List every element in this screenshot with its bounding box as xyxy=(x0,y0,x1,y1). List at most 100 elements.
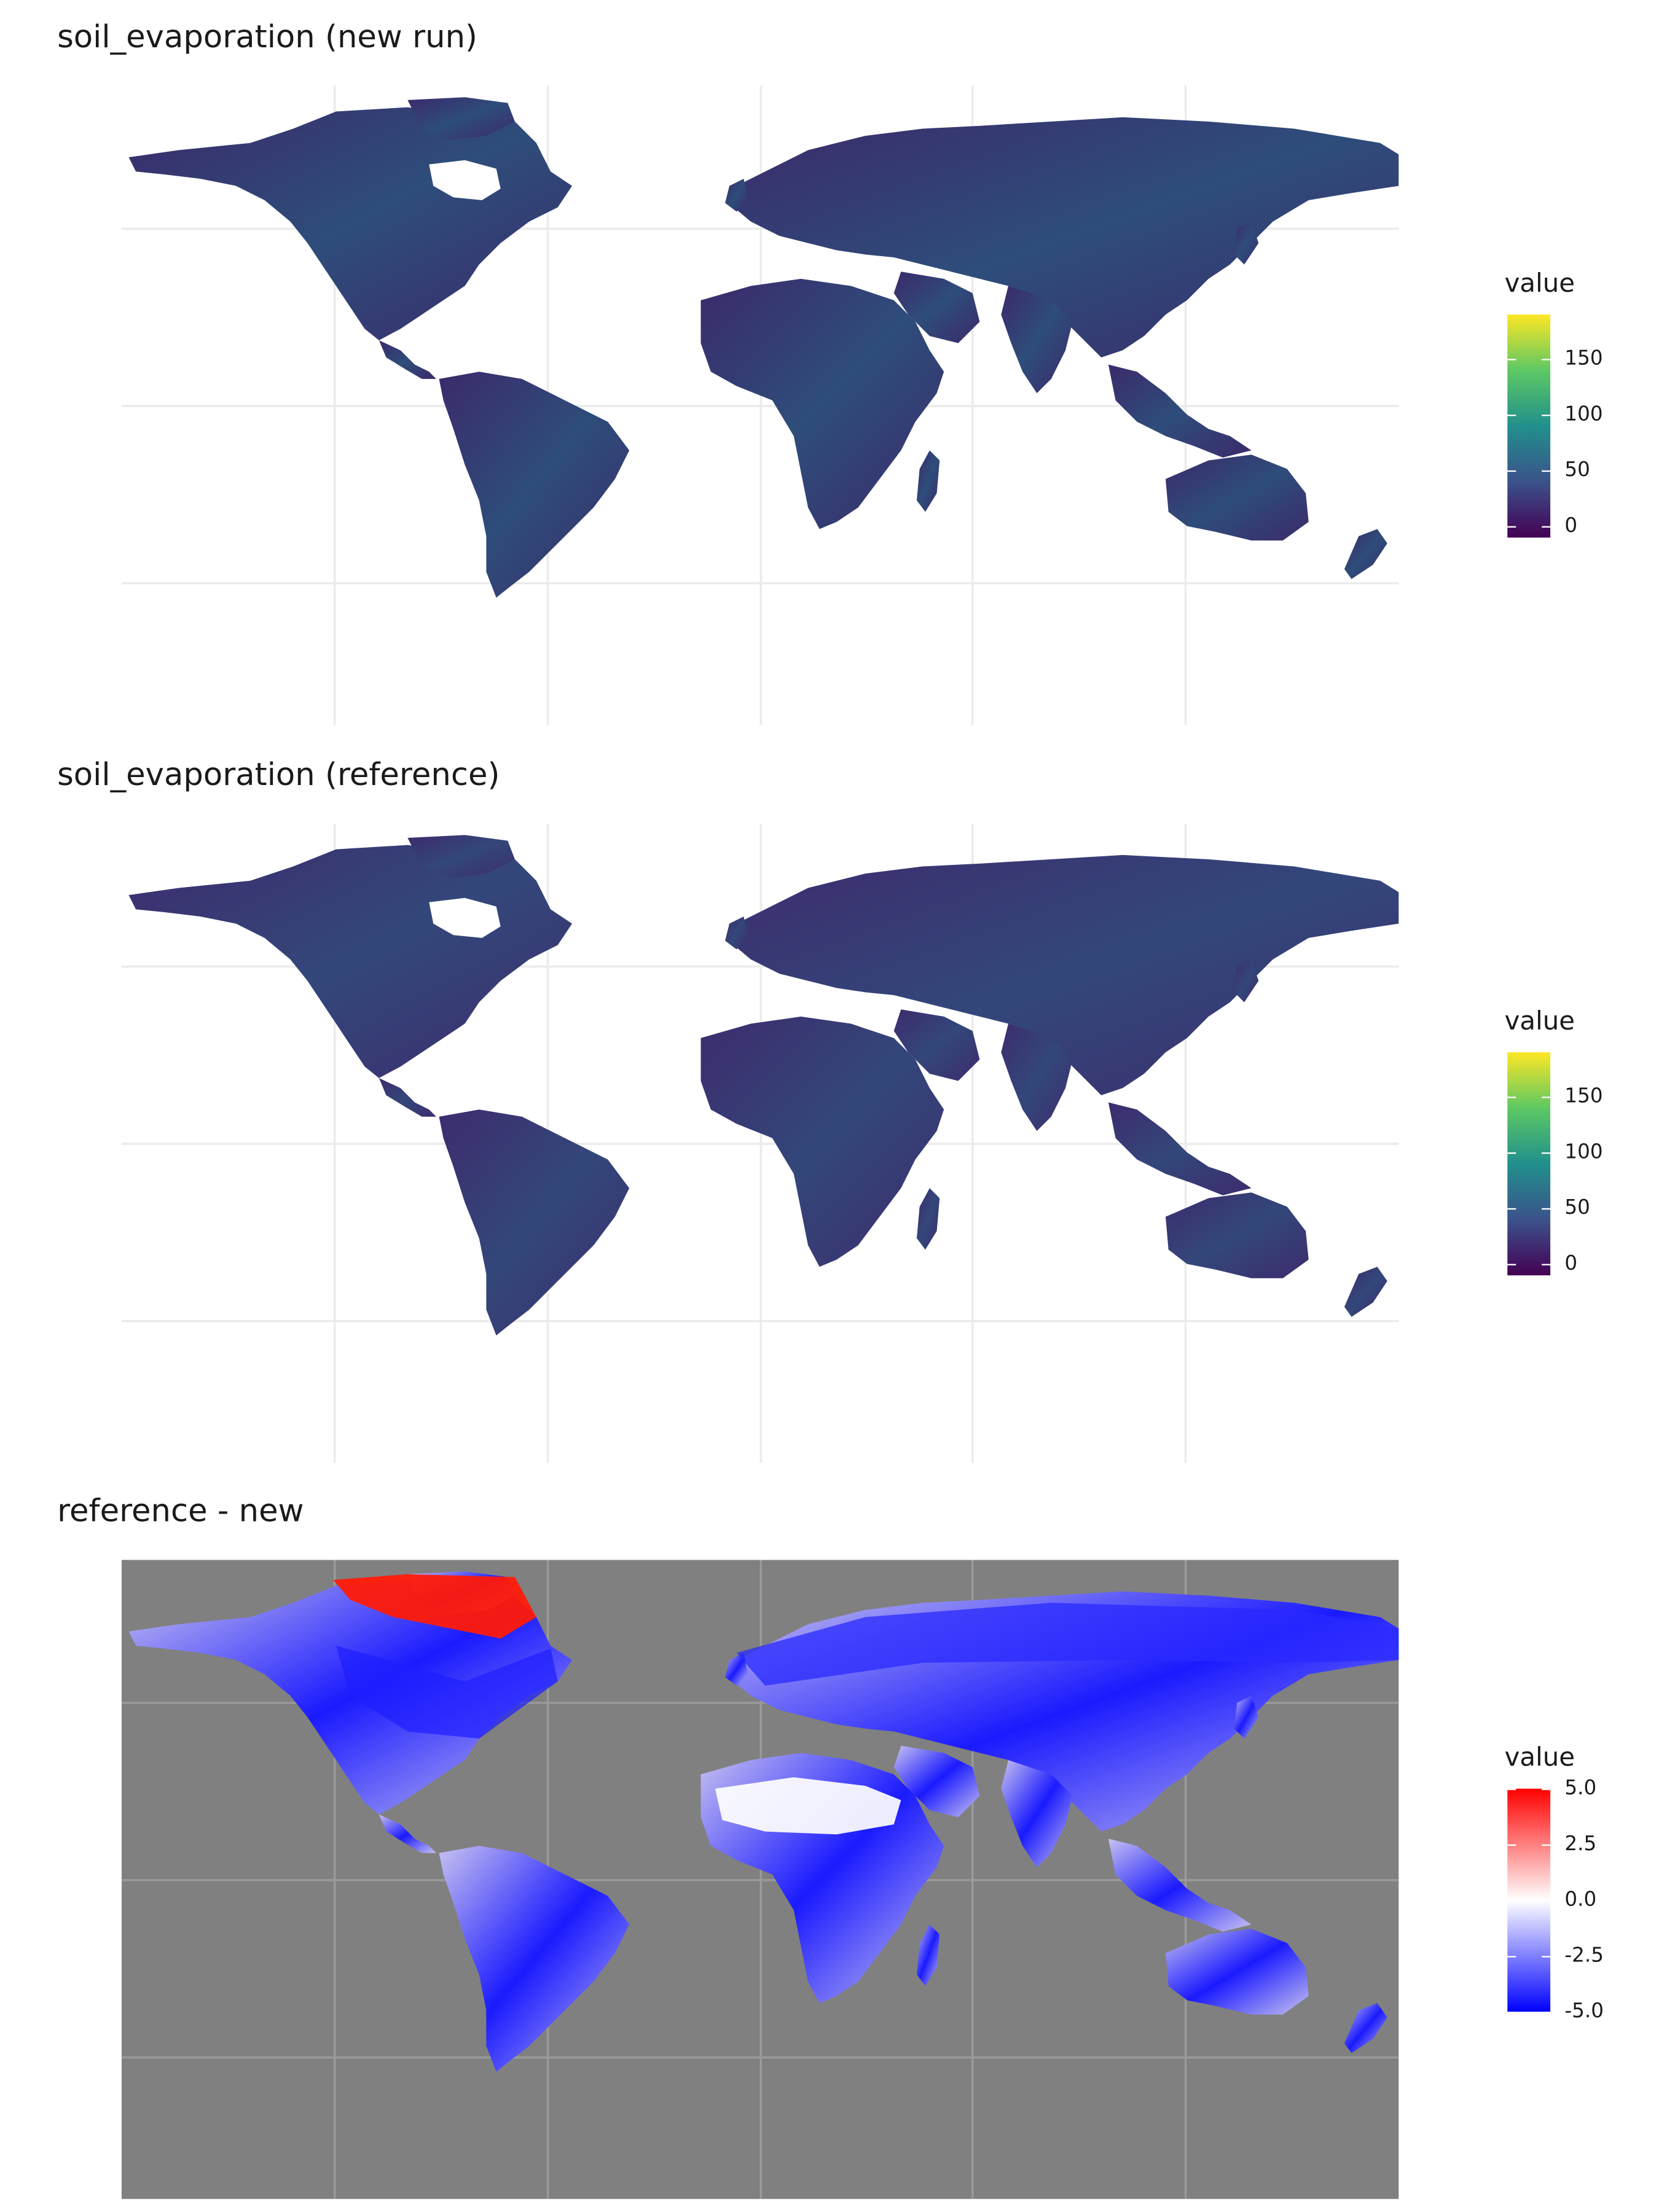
legend-tick-label: -2.5 xyxy=(1564,1944,1604,1968)
land-south-america xyxy=(439,1109,630,1335)
land-north-america xyxy=(128,845,573,1079)
legend-tick-mark xyxy=(1507,1152,1516,1154)
land-se-asia xyxy=(1108,1102,1252,1195)
legend-tick-mark xyxy=(1542,2011,1551,2014)
land-new-zealand xyxy=(1344,529,1387,579)
land-india xyxy=(1001,1760,1073,1867)
legend: value 5.0 2.5 0.0 -2.5 -5.0 xyxy=(1505,1743,1648,2029)
legend-tick-mark xyxy=(1507,1264,1516,1266)
legend-colorbar xyxy=(1507,1052,1551,1276)
legend-tick-label: 5.0 xyxy=(1564,1777,1597,1800)
land-europe-asia xyxy=(734,854,1399,1095)
legend-tick-label: 0 xyxy=(1564,1253,1578,1276)
land-japan xyxy=(1234,959,1259,1002)
land-north-america xyxy=(128,1581,573,1815)
legend-tick-label: 50 xyxy=(1564,1197,1590,1220)
panel-title: soil_evaporation (new run) xyxy=(57,20,478,56)
panel-difference: reference - new value 5.0 2.5 0.0 -2.5 -5.0 xyxy=(0,1474,1659,2212)
legend-tick-label: 0 xyxy=(1564,515,1578,538)
panel-title: soil_evaporation (reference) xyxy=(57,757,500,794)
legend-tick-label: -5.0 xyxy=(1564,2000,1604,2023)
legend-tick-label: 0.0 xyxy=(1564,1888,1597,1912)
land-new-zealand xyxy=(1344,1267,1387,1317)
legend-tick-mark xyxy=(1507,1208,1516,1210)
legend-title: value xyxy=(1504,1006,1575,1037)
land-japan xyxy=(1234,221,1259,265)
panel-title: reference - new xyxy=(57,1494,304,1530)
land-india xyxy=(1001,286,1073,394)
land-arabia xyxy=(893,1009,980,1081)
legend-tick-label: 150 xyxy=(1564,1085,1603,1109)
water-hudson-bay xyxy=(429,160,501,200)
map-plot xyxy=(121,1560,1399,2199)
land-madagascar xyxy=(916,1924,940,1987)
land-se-asia xyxy=(1108,364,1252,458)
land-central-america xyxy=(378,340,436,379)
legend-colorbar xyxy=(1507,315,1551,538)
legend-tick-mark xyxy=(1507,1788,1516,1791)
legend-tick-mark xyxy=(1542,1208,1551,1210)
legend-tick-mark xyxy=(1542,1956,1551,1958)
legend-tick-mark xyxy=(1542,415,1551,416)
land-uk xyxy=(725,1652,748,1686)
land-greenland xyxy=(407,835,515,878)
land-australia xyxy=(1165,1928,1309,2015)
legend-tick-label: 150 xyxy=(1564,348,1603,371)
legend-tick-mark xyxy=(1542,1152,1551,1154)
land-se-asia xyxy=(1108,1839,1252,1932)
map-plot xyxy=(121,85,1399,725)
legend-tick-mark xyxy=(1507,415,1516,416)
legend-tick-mark xyxy=(1507,1900,1516,1902)
difference-negative-region xyxy=(335,1646,558,1739)
land-australia xyxy=(1165,1192,1309,1278)
land-japan xyxy=(1234,1695,1259,1739)
legend-tick-label: 100 xyxy=(1564,403,1603,427)
legend-tick-mark xyxy=(1542,1788,1551,1791)
water-hudson-bay xyxy=(429,897,501,938)
legend-tick-label: 2.5 xyxy=(1564,1832,1597,1856)
legend-tick-label: 50 xyxy=(1564,459,1590,482)
land-south-america xyxy=(439,1845,630,2072)
legend-tick-mark xyxy=(1507,2011,1516,2014)
land-europe-asia xyxy=(734,117,1399,358)
legend-tick-mark xyxy=(1542,1844,1551,1846)
difference-negative-region xyxy=(736,1603,1399,1686)
legend-tick-mark xyxy=(1507,1844,1516,1846)
land-uk xyxy=(725,916,748,950)
land-arabia xyxy=(893,272,980,343)
difference-near-zero-region xyxy=(715,1777,901,1835)
legend-tick-mark xyxy=(1542,1264,1551,1266)
land-new-zealand xyxy=(1344,2003,1387,2054)
land-india xyxy=(1001,1023,1073,1131)
legend-title: value xyxy=(1504,1743,1575,1773)
panel-new-run: soil_evaporation (new run) value 150 100 5… xyxy=(0,0,1659,738)
legend: value 150 100 50 0 xyxy=(1505,1007,1648,1293)
legend-tick-mark xyxy=(1542,471,1551,472)
legend-tick-mark xyxy=(1507,471,1516,472)
land-central-america xyxy=(378,1814,436,1853)
difference-positive-region xyxy=(333,1574,536,1639)
legend-title: value xyxy=(1504,268,1575,299)
land-uk xyxy=(725,178,748,212)
panel-reference: soil_evaporation (reference) value 150 10… xyxy=(0,738,1659,1475)
legend-tick-label: 100 xyxy=(1564,1141,1603,1165)
land-greenland xyxy=(407,97,515,141)
land-central-america xyxy=(378,1078,436,1117)
land-africa xyxy=(700,1016,944,1267)
legend-tick-mark xyxy=(1542,359,1551,361)
legend-tick-mark xyxy=(1507,1096,1516,1099)
land-madagascar xyxy=(916,1188,940,1250)
map-plot xyxy=(121,823,1399,1463)
land-arabia xyxy=(893,1745,980,1818)
land-south-america xyxy=(439,372,630,598)
land-australia xyxy=(1165,455,1309,541)
land-africa xyxy=(700,278,944,530)
legend-tick-mark xyxy=(1542,1096,1551,1099)
legend-tick-mark xyxy=(1542,526,1551,528)
legend-tick-mark xyxy=(1507,1956,1516,1958)
legend: value 150 100 50 0 xyxy=(1505,269,1648,555)
legend-tick-mark xyxy=(1507,359,1516,361)
legend-tick-mark xyxy=(1507,526,1516,528)
land-north-america xyxy=(128,107,573,340)
land-madagascar xyxy=(916,450,940,512)
